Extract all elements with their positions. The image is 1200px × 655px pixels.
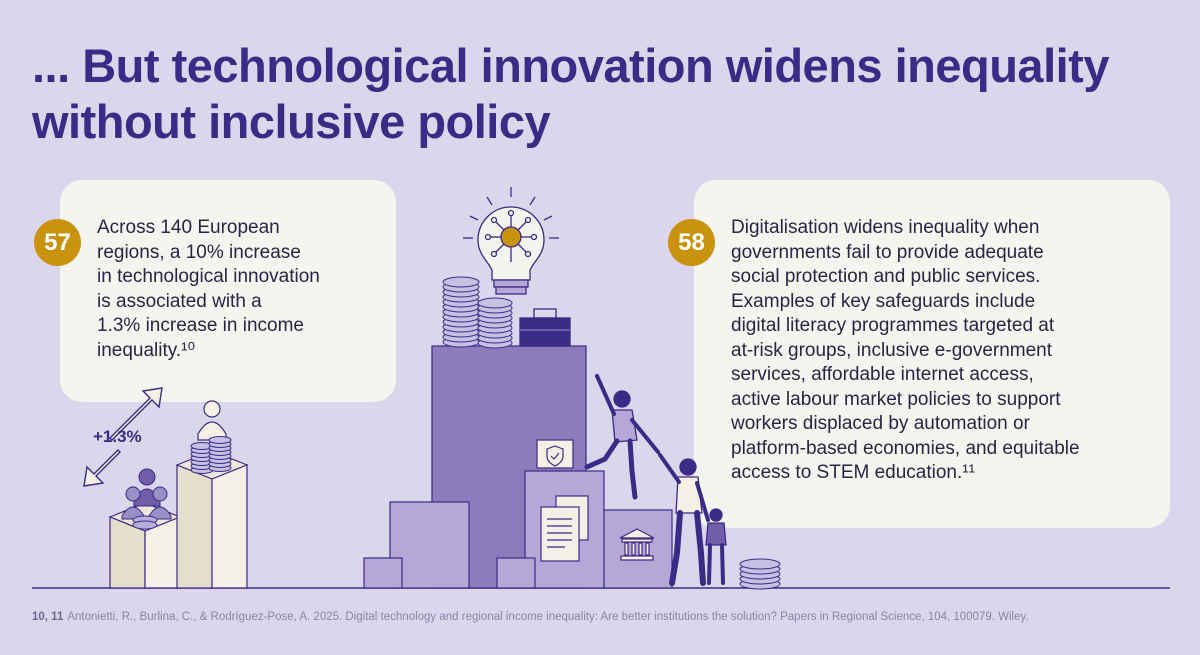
- stat-text-58: Digitalisation widens inequality when go…: [731, 217, 1080, 483]
- people-icon: [121, 468, 172, 530]
- document-icon: [540, 495, 589, 562]
- stat-card-57: [60, 180, 396, 402]
- footer-text: Antonietti, R., Burlina, C., & Rodríguez…: [67, 611, 1029, 623]
- coin-stack-icon: [190, 436, 232, 474]
- lightbulb-icon: [463, 187, 559, 295]
- increase-label: +1.3%: [93, 427, 142, 446]
- page-title: ... But technological innovation widens …: [32, 39, 1109, 148]
- stat-number-58: 58: [668, 219, 715, 266]
- person-icon: [197, 400, 227, 441]
- increase-arrows-icon: [83, 387, 163, 487]
- stat-text-57: Across 140 European regions, a 10% incre…: [97, 217, 320, 361]
- shield-check-icon: [536, 439, 574, 469]
- climbing-people-illustration: [584, 374, 727, 586]
- footer-citation: 10, 11 Antonietti, R., Burlina, C., & Rod…: [32, 611, 1029, 623]
- coin-stack-icon: [442, 276, 513, 349]
- briefcase-icon: [519, 308, 571, 347]
- footer-refs: 10, 11: [32, 611, 64, 623]
- coin-stack-icon: [739, 558, 781, 590]
- stat-card-58: [694, 180, 1170, 528]
- bank-icon: [619, 528, 655, 561]
- stat-number-57: 57: [34, 219, 81, 266]
